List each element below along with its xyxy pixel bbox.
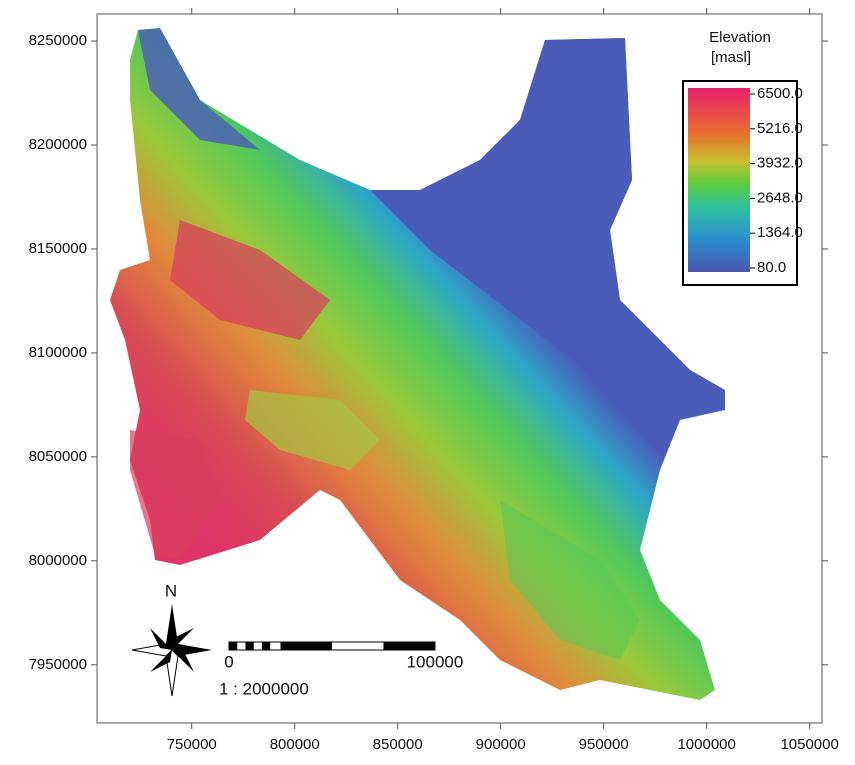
legend-tick-label: 6500.0	[757, 85, 803, 102]
x-tick-label: 850000	[373, 736, 423, 753]
scale-label: 0	[224, 652, 233, 671]
x-tick-label: 1000000	[677, 736, 735, 753]
scale-segment	[262, 642, 270, 650]
y-tick-label: 8200000	[29, 136, 87, 153]
x-tick-label: 750000	[167, 736, 217, 753]
map-figure: 7500008000008500009000009500001000000105…	[0, 0, 855, 765]
north-label: N	[165, 581, 177, 600]
x-tick-label: 1050000	[780, 736, 838, 753]
legend-title: Elevation	[709, 29, 771, 46]
x-tick-label: 900000	[476, 736, 526, 753]
color-bar	[688, 88, 750, 272]
legend-tick-label: 3932.0	[757, 155, 803, 172]
y-tick-label: 8250000	[29, 32, 87, 49]
scale-ratio: 1 : 2000000	[219, 679, 309, 698]
y-tick-label: 8100000	[29, 344, 87, 361]
legend-tick-label: 2648.0	[757, 189, 803, 206]
scale-segment	[245, 642, 253, 650]
legend-tick-label: 5216.0	[757, 120, 803, 137]
scale-label: 100000	[407, 652, 464, 671]
x-tick-label: 800000	[270, 736, 320, 753]
legend-tick-label: 1364.0	[757, 224, 803, 241]
y-tick-label: 7950000	[29, 656, 87, 673]
legend-tick-label: 80.0	[757, 259, 786, 276]
y-tick-label: 8150000	[29, 240, 87, 257]
y-tick-label: 8050000	[29, 448, 87, 465]
scale-segment	[383, 642, 434, 650]
legend-unit: [masl]	[711, 49, 751, 66]
y-tick-label: 8000000	[29, 552, 87, 569]
x-tick-label: 950000	[579, 736, 629, 753]
scale-segment	[280, 642, 331, 650]
scale-segment	[229, 642, 237, 650]
